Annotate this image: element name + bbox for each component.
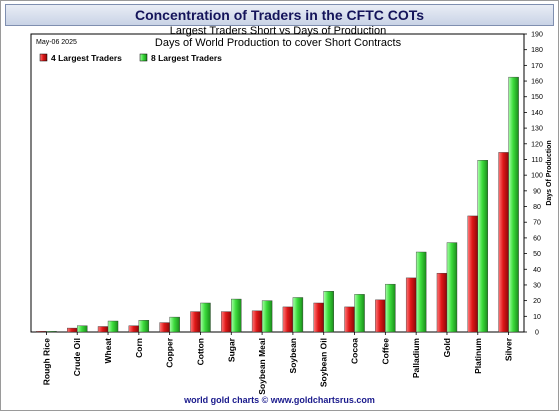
y-tick-label: 60 <box>533 235 541 242</box>
chart-title: Largest Traders Short vs Days of Product… <box>170 25 386 37</box>
bar-4-largest <box>282 306 294 333</box>
bar-8-largest <box>77 325 88 333</box>
bar-4-largest <box>405 277 417 333</box>
bar-8-largest <box>415 251 427 333</box>
bar-8-largest <box>508 76 519 333</box>
y-tick-label: 170 <box>531 63 543 70</box>
y-tick-label: 10 <box>533 314 541 321</box>
y-tick-label: 160 <box>531 79 543 86</box>
x-axis: Rough Rice Crude Oil Wheat Corn Copper Cotton… <box>41 337 513 394</box>
chart-title-bar: Concentration of Traders in the CFTC COT… <box>5 4 554 26</box>
bars-group <box>36 76 519 335</box>
bar-4-largest <box>344 306 355 333</box>
bar-8-largest <box>477 160 488 333</box>
x-tick-label: Soybean Oil <box>319 338 329 387</box>
x-tick-label: Soybean Meal <box>257 338 267 395</box>
x-tick-label: Cotton <box>195 338 205 365</box>
legend-label-8-largest: 8 Largest Traders <box>151 53 222 63</box>
x-tick-label: Cocoa <box>350 338 360 364</box>
bar-4-largest <box>190 311 201 333</box>
bar-8-largest <box>169 316 180 333</box>
bar-8-largest <box>107 320 119 333</box>
y-tick-label: 190 <box>531 32 543 39</box>
x-tick-label: Soybean <box>288 338 298 373</box>
bar-8-largest <box>231 298 242 333</box>
legend-swatch-8-largest <box>139 53 148 62</box>
x-tick-label: Gold <box>442 338 452 357</box>
y-tick-label: 50 <box>533 251 541 258</box>
y-tick-label: 130 <box>531 126 543 133</box>
date-label: May-06 2025 <box>36 39 77 46</box>
bar-4-largest <box>67 327 78 333</box>
footer-credit: world gold charts © www.goldchartsrus.co… <box>184 395 375 405</box>
bar-8-largest <box>354 294 365 333</box>
bar-4-largest <box>251 310 263 333</box>
page-title: Concentration of Traders in the CFTC COT… <box>134 7 425 23</box>
y-tick-label: 70 <box>533 220 541 227</box>
bar-4-largest <box>36 331 47 333</box>
x-tick-label: Rough Rice <box>41 338 51 385</box>
bar-4-largest <box>467 215 478 333</box>
bar-8-largest <box>292 297 304 333</box>
y-tick-label: 20 <box>533 298 541 305</box>
bar-8-largest <box>385 283 396 333</box>
y-axis: 0 10 20 30 40 50 60 70 80 90 100 110 120 130 140 150 160… <box>524 32 543 337</box>
y-tick-label: 90 <box>533 188 541 195</box>
bar-8-largest <box>261 300 273 333</box>
bar-4-largest <box>128 325 140 333</box>
x-tick-label: Wheat <box>103 338 113 364</box>
y-tick-label: 110 <box>531 157 542 164</box>
legend-swatch-4-largest <box>39 53 48 62</box>
bar-4-largest <box>97 326 109 333</box>
x-tick-label: Palladium <box>411 338 421 379</box>
bar-8-largest <box>138 320 150 333</box>
bar-8-largest <box>323 291 334 333</box>
legend-label-4-largest: 4 Largest Traders <box>51 53 122 63</box>
bar-4-largest <box>375 299 386 333</box>
y-tick-label: 150 <box>531 94 543 101</box>
x-tick-label: Crude Oil <box>72 338 82 376</box>
bar-4-largest <box>159 322 170 333</box>
x-tick-label: Platinum <box>473 338 483 374</box>
y-tick-label: 40 <box>533 267 541 274</box>
bar-8-largest <box>200 302 211 333</box>
y-tick-label: 0 <box>535 330 539 337</box>
bar-4-largest <box>498 152 509 333</box>
y-tick-label: 140 <box>531 110 543 117</box>
chart-subtitle: Days of World Production to cover Short … <box>155 37 402 49</box>
x-tick-label: Silver <box>504 337 514 361</box>
y-tick-label: 100 <box>531 173 543 180</box>
x-tick-label: Sugar <box>226 337 236 362</box>
bar-4-largest <box>221 311 232 333</box>
y-axis-label: Days Of Production <box>546 140 553 205</box>
bar-4-largest <box>313 302 324 333</box>
y-tick-label: 120 <box>531 141 543 148</box>
x-tick-label: Corn <box>134 338 144 358</box>
y-tick-label: 30 <box>533 282 541 289</box>
y-tick-label: 80 <box>533 204 541 211</box>
y-tick-label: 180 <box>531 47 543 54</box>
x-tick-label: Copper <box>165 337 175 367</box>
bar-8-largest <box>46 331 57 333</box>
bar-8-largest <box>446 242 458 333</box>
legend: 4 Largest Traders 8 Largest Traders <box>39 53 222 63</box>
bar-4-largest <box>436 272 448 333</box>
x-tick-label: Coffee <box>380 338 390 365</box>
